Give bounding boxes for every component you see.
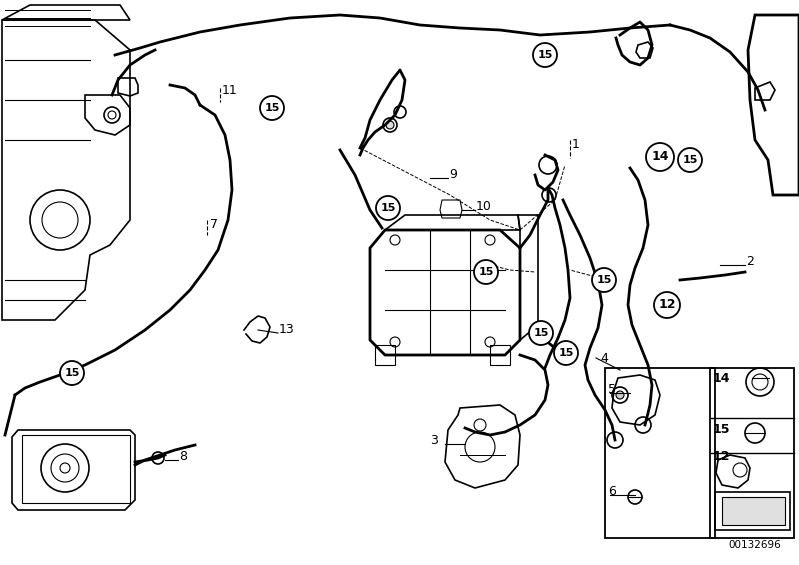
Circle shape [592, 268, 616, 292]
Text: 7: 7 [210, 218, 218, 231]
Circle shape [616, 391, 624, 399]
Text: 5: 5 [608, 383, 616, 396]
Text: 15: 15 [713, 423, 730, 436]
Circle shape [646, 143, 674, 171]
Text: 15: 15 [537, 50, 553, 60]
Text: 15: 15 [64, 368, 80, 378]
Circle shape [386, 121, 394, 129]
Text: 12: 12 [658, 298, 676, 311]
Text: 9: 9 [449, 168, 457, 181]
Circle shape [376, 196, 400, 220]
Text: 6: 6 [608, 485, 616, 498]
Bar [710, 368, 794, 538]
Text: 14: 14 [713, 372, 730, 385]
Text: 2: 2 [746, 255, 754, 268]
Circle shape [529, 321, 553, 345]
Text: 10: 10 [476, 200, 492, 213]
Polygon shape [722, 497, 785, 525]
Circle shape [474, 260, 498, 284]
Text: 1: 1 [572, 138, 580, 151]
Text: 11: 11 [222, 84, 238, 97]
Text: 15: 15 [380, 203, 396, 213]
Text: 8: 8 [179, 450, 187, 463]
Text: 15: 15 [479, 267, 494, 277]
Bar [605, 368, 715, 538]
Bar [22, 435, 130, 503]
Text: 15: 15 [559, 348, 574, 358]
Text: 15: 15 [264, 103, 280, 113]
Text: 00132696: 00132696 [729, 540, 781, 550]
Circle shape [260, 96, 284, 120]
Text: 15: 15 [596, 275, 612, 285]
Circle shape [60, 361, 84, 385]
Text: 13: 13 [279, 323, 295, 336]
Text: 4: 4 [600, 352, 608, 365]
Circle shape [533, 43, 557, 67]
Text: 15: 15 [533, 328, 549, 338]
Circle shape [678, 148, 702, 172]
Text: 3: 3 [430, 434, 438, 447]
Circle shape [654, 292, 680, 318]
Text: 14: 14 [651, 150, 669, 163]
Text: 15: 15 [682, 155, 698, 165]
Text: 12: 12 [713, 450, 730, 463]
Circle shape [554, 341, 578, 365]
